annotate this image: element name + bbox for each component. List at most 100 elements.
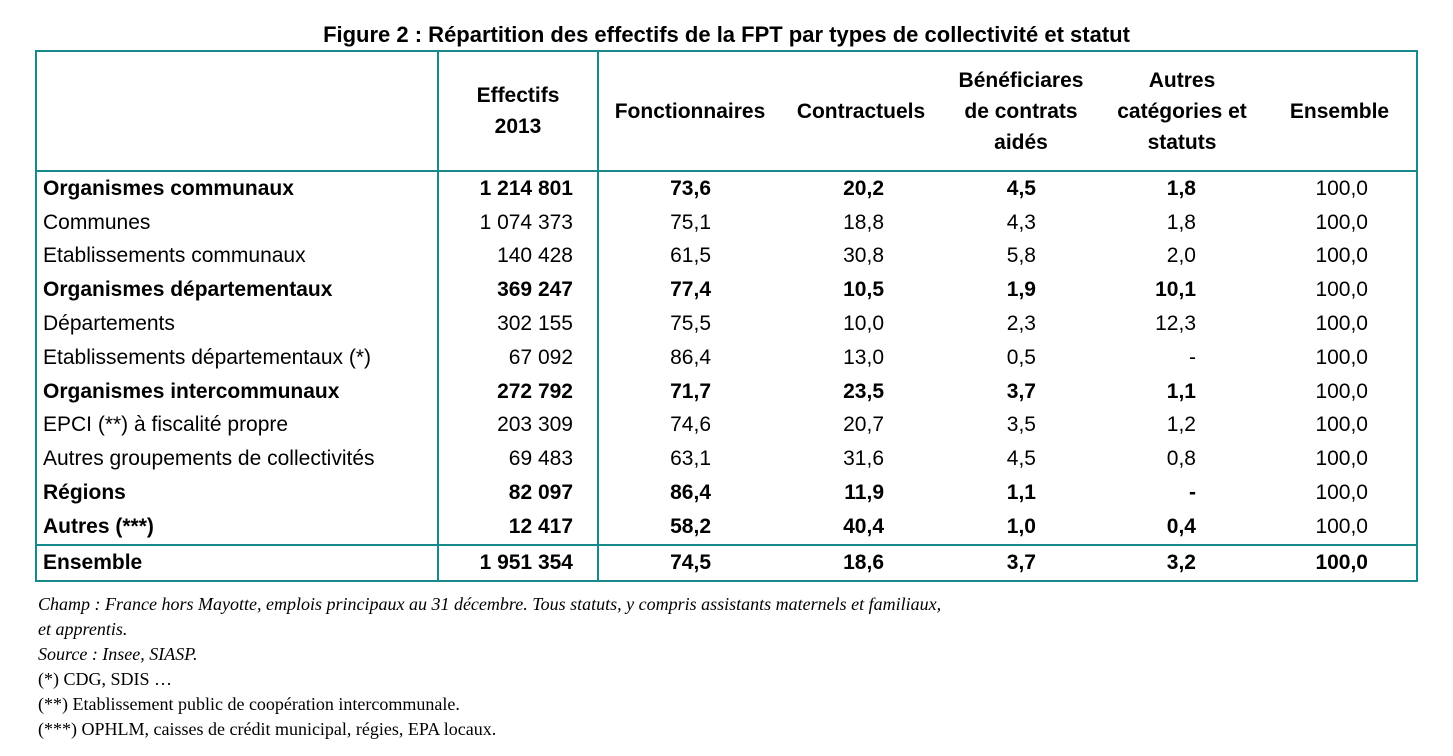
cell-value: 23,5 [843,379,884,403]
cell-value: 4,5 [1006,447,1036,471]
cell-value: 20,7 [843,413,884,437]
table-row: Etablissements communaux 140 428 61,5 30,8 5… [36,239,1417,274]
header-line: Bénéficiares [958,68,1084,92]
cell-value: 1,2 [1166,413,1196,437]
cell-value: 74,6 [670,413,711,437]
cell-value: - [1189,481,1196,505]
cell-value: 100,0 [1315,244,1368,268]
cell-value: 140 428 [437,239,599,274]
cell-value: 69 483 [437,442,599,477]
cell-value: 272 792 [437,374,599,409]
cell-value: 77,4 [670,278,711,302]
cell-value: 100,0 [1315,413,1368,437]
table-row: Organismes communaux 1 214 801 73,6 20,2 4,5… [36,171,1417,206]
cell-value: 100,0 [1315,278,1368,302]
cell-value: 100,0 [1315,176,1368,200]
cell-value: 3,7 [941,543,1101,581]
header-row: Effectifs 2013 Fonctionnaires Contractuel… [36,51,1417,172]
header-label [36,51,438,172]
row-label: Etablissements communaux [43,244,306,268]
row-label: Organismes départementaux [43,278,333,302]
cell-value: 1,0 [1006,514,1036,538]
cell-value: 3,7 [1006,379,1036,403]
row-label: EPCI (**) à fiscalité propre [43,413,289,437]
footnotes: Champ : France hors Mayotte, emplois pri… [38,592,941,742]
cell-value: 10,1 [1155,278,1196,302]
footnote: (**) Etablissement public de coopération… [38,694,460,714]
footnote: (*) CDG, SDIS … [38,669,173,689]
cell-value: 11,9 [844,481,884,505]
cell-value: 100,0 [1315,447,1368,471]
cell-value: 100,0 [1263,543,1417,581]
cell-value: 13,0 [843,345,884,369]
cell-value: 1,8 [1166,210,1196,234]
cell-value: 100,0 [1315,345,1368,369]
cell-value: 3,5 [1006,413,1036,437]
cell-value: 20,2 [843,176,884,200]
cell-value: 2,3 [1006,312,1036,336]
header-line: aidés [994,130,1048,154]
cell-value: 30,8 [843,244,884,268]
table-row: Organismes départementaux 369 247 77,4 10,5… [36,273,1417,308]
figure-title: Figure 2 : Répartition des effectifs de … [323,22,1130,47]
cell-value: 3,2 [1101,543,1263,581]
cell-value: 100,0 [1315,379,1368,403]
cell-value: 10,5 [843,278,884,302]
row-label: Départements [43,312,175,336]
header-line: de contrats [964,99,1078,123]
table-row: Ensemble 1 951 354 74,5 18,6 3,7 3,2 100,0 [36,543,1417,581]
header-line: Effectifs [476,84,560,107]
cell-value: - [1189,345,1196,369]
cell-value: 1,9 [1006,278,1036,302]
cell-value: 1,1 [1166,379,1196,403]
cell-value: 1,8 [1166,176,1196,200]
row-label: Autres groupements de collectivités [43,447,375,471]
footnote: (***) OPHLM, caisses de crédit municipal… [38,719,497,739]
cell-value: 63,1 [670,447,711,471]
cell-value: 100,0 [1315,312,1368,336]
header-line: 2013 [494,115,542,138]
header-autres: Autres catégories et statuts [1101,51,1263,172]
cell-value: 1 074 373 [437,205,599,240]
cell-value: 0,8 [1166,447,1196,471]
cell-value: 369 247 [437,273,599,308]
table-row: Organismes intercommunaux 272 792 71,7 23,5… [36,374,1417,409]
row-label: Communes [43,210,151,234]
cell-value: 67 092 [437,340,599,375]
table-row: EPCI (**) à fiscalité propre 203 309 74,6 2… [36,408,1417,443]
row-label: Etablissements départementaux (*) [43,345,371,369]
header-contrats-aides: Bénéficiares de contrats aidés [941,51,1101,172]
table-row: Communes 1 074 373 75,1 18,8 4,3 1,8 100,0 [36,205,1417,240]
cell-value: 0,5 [1006,345,1036,369]
cell-value: 1 951 354 [437,543,599,581]
cell-value: 5,8 [1006,244,1036,268]
cell-value: 203 309 [437,408,599,443]
table-row: Autres groupements de collectivités 69 48… [36,442,1417,477]
cell-value: 1 214 801 [437,171,599,206]
cell-value: 86,4 [670,345,711,369]
row-label: Organismes communaux [43,176,294,200]
table-row: Autres (***) 12 417 58,2 40,4 1,0 0,4 100,0 [36,509,1417,545]
row-label: Autres (***) [43,514,154,538]
cell-value: 73,6 [670,176,711,200]
cell-value: 12,3 [1155,312,1196,336]
header-line: Autres [1148,68,1216,92]
cell-value: 75,5 [670,312,711,336]
cell-value: 61,5 [670,244,711,268]
cell-value: 10,0 [843,312,884,336]
cell-value: 4,3 [1006,210,1036,234]
cell-value: 18,8 [843,210,884,234]
cell-value: 75,1 [670,210,711,234]
cell-value: 40,4 [843,514,884,538]
header-line: statuts [1147,130,1217,154]
cell-value: 82 097 [437,476,599,510]
header-effectifs: Effectifs 2013 [437,51,599,172]
footnote: Champ : France hors Mayotte, emplois pri… [38,594,942,614]
cell-value: 18,6 [781,543,941,581]
table-row: Régions 82 097 86,4 11,9 1,1 - 100,0 [36,476,1417,510]
cell-value: 100,0 [1315,514,1368,538]
table-row: Etablissements départementaux (*) 67 092 8… [36,340,1417,375]
cell-value: 100,0 [1315,481,1368,505]
data-table: Effectifs 2013 Fonctionnaires Contractuel… [35,50,1418,582]
header-ensemble: Ensemble [1263,51,1417,172]
